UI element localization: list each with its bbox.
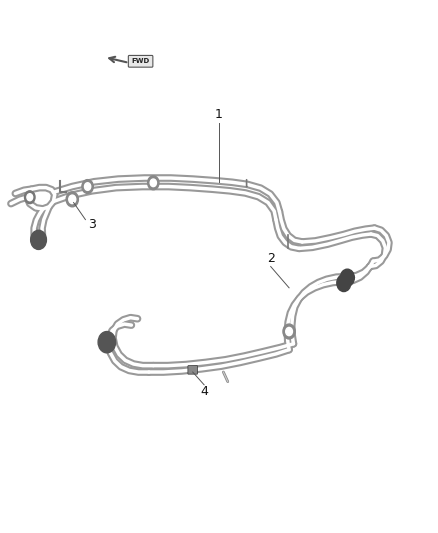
Text: 1: 1 <box>215 108 223 121</box>
Circle shape <box>82 180 93 193</box>
Circle shape <box>150 179 156 187</box>
FancyBboxPatch shape <box>128 55 153 67</box>
Circle shape <box>69 195 76 204</box>
Circle shape <box>98 332 116 353</box>
Text: 2: 2 <box>267 252 275 265</box>
Circle shape <box>337 274 351 292</box>
Circle shape <box>85 183 91 190</box>
Circle shape <box>66 192 78 207</box>
Text: 4: 4 <box>200 385 208 398</box>
Circle shape <box>283 324 295 339</box>
Circle shape <box>286 327 293 336</box>
Circle shape <box>31 230 46 249</box>
Circle shape <box>27 193 33 201</box>
Circle shape <box>25 191 35 204</box>
Text: FWD: FWD <box>131 58 150 64</box>
FancyBboxPatch shape <box>188 366 198 374</box>
Circle shape <box>148 176 159 190</box>
Circle shape <box>340 269 354 286</box>
Text: 3: 3 <box>88 219 96 231</box>
